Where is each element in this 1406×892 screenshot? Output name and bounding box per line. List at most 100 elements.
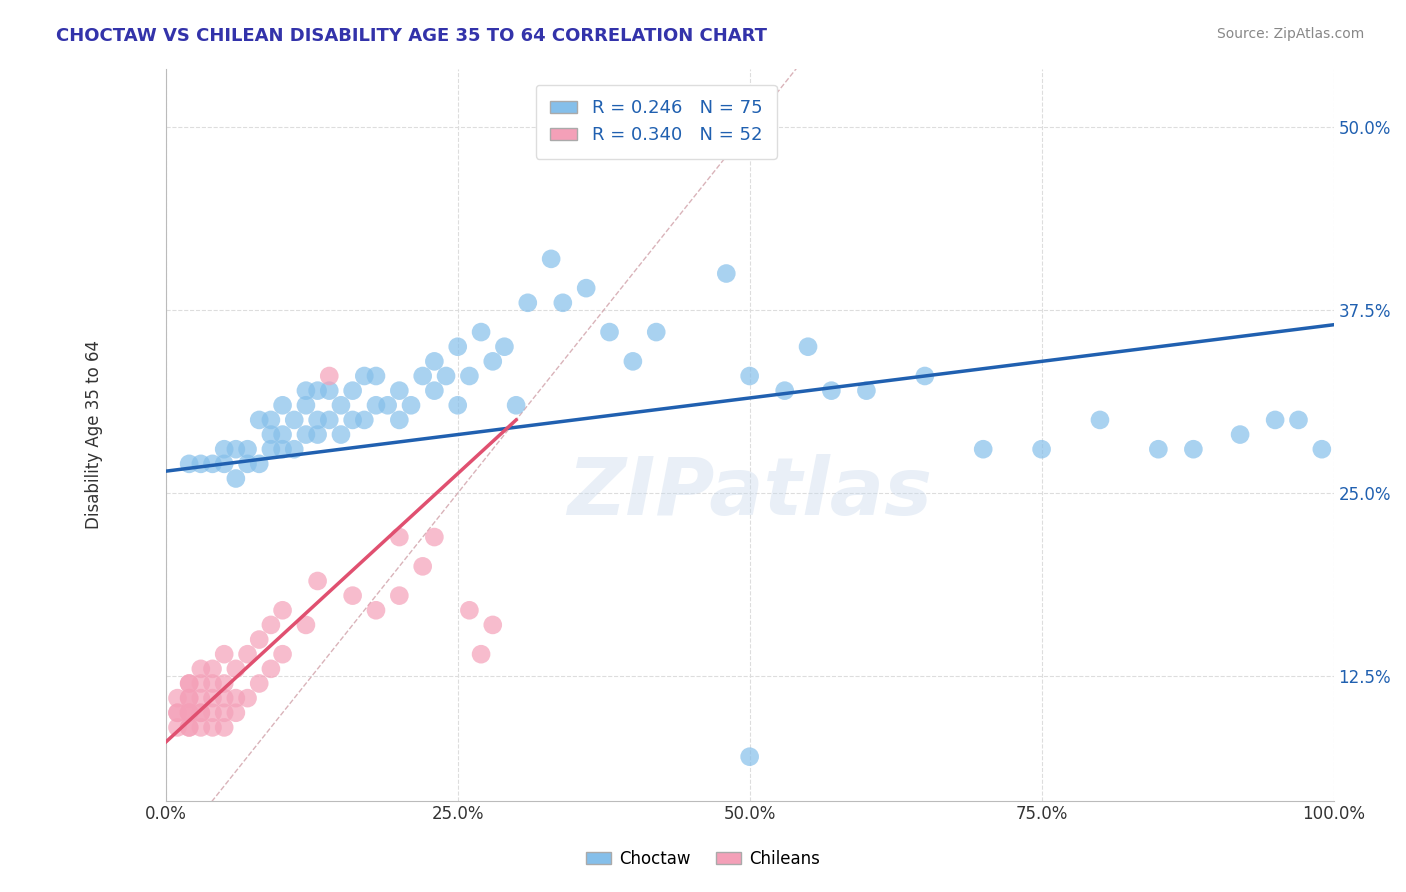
Point: [201, 691, 224, 706]
Point: [201, 676, 224, 690]
Point: [179, 457, 201, 471]
Point: [342, 413, 364, 427]
Point: [295, 427, 318, 442]
Point: [260, 662, 283, 676]
Point: [458, 603, 481, 617]
Point: [307, 413, 329, 427]
Point: [738, 749, 761, 764]
Point: [773, 384, 796, 398]
Point: [271, 427, 294, 442]
Point: [307, 427, 329, 442]
Point: [201, 457, 224, 471]
Point: [295, 618, 318, 632]
Point: [295, 384, 318, 398]
Point: [330, 427, 353, 442]
Point: [516, 295, 538, 310]
Point: [540, 252, 562, 266]
Point: [212, 691, 235, 706]
Point: [225, 442, 247, 457]
Point: [247, 632, 270, 647]
Point: [307, 574, 329, 588]
Point: [190, 691, 212, 706]
Point: [260, 413, 283, 427]
Point: [330, 398, 353, 412]
Point: [364, 369, 387, 384]
Point: [190, 662, 212, 676]
Point: [1264, 413, 1286, 427]
Point: [494, 340, 516, 354]
Point: [575, 281, 598, 295]
Point: [179, 720, 201, 734]
Point: [412, 369, 434, 384]
Point: [271, 603, 294, 617]
Point: [190, 706, 212, 720]
Point: [481, 618, 503, 632]
Point: [212, 647, 235, 661]
Point: [247, 676, 270, 690]
Point: [738, 369, 761, 384]
Point: [681, 120, 703, 134]
Point: [166, 720, 188, 734]
Point: [190, 676, 212, 690]
Point: [470, 325, 492, 339]
Point: [179, 676, 201, 690]
Text: Source: ZipAtlas.com: Source: ZipAtlas.com: [1216, 27, 1364, 41]
Point: [364, 398, 387, 412]
Point: [551, 295, 574, 310]
Text: ZIPatlas: ZIPatlas: [567, 454, 932, 533]
Point: [1088, 413, 1111, 427]
Point: [353, 369, 375, 384]
Point: [271, 442, 294, 457]
Point: [645, 325, 668, 339]
Point: [1147, 442, 1170, 457]
Point: [1182, 442, 1205, 457]
Point: [388, 530, 411, 544]
Point: [295, 398, 318, 412]
Point: [212, 457, 235, 471]
Point: [412, 559, 434, 574]
Point: [225, 662, 247, 676]
Legend: R = 0.246   N = 75, R = 0.340   N = 52: R = 0.246 N = 75, R = 0.340 N = 52: [536, 85, 776, 159]
Point: [470, 647, 492, 661]
Point: [247, 413, 270, 427]
Point: [225, 691, 247, 706]
Point: [271, 647, 294, 661]
Point: [621, 354, 644, 368]
Point: [481, 354, 503, 368]
Point: [716, 267, 738, 281]
Point: [179, 720, 201, 734]
Point: [399, 398, 422, 412]
Point: [225, 471, 247, 485]
Point: [423, 354, 446, 368]
Point: [190, 457, 212, 471]
Point: [318, 369, 340, 384]
Point: [166, 706, 188, 720]
Point: [1288, 413, 1310, 427]
Point: [179, 676, 201, 690]
Point: [179, 691, 201, 706]
Point: [236, 442, 259, 457]
Point: [1229, 427, 1251, 442]
Point: [260, 442, 283, 457]
Point: [505, 398, 527, 412]
Point: [423, 530, 446, 544]
Point: [201, 720, 224, 734]
Point: [447, 340, 470, 354]
Point: [434, 369, 457, 384]
Point: [247, 457, 270, 471]
Point: [342, 589, 364, 603]
Point: [236, 691, 259, 706]
Point: [797, 340, 820, 354]
Point: [423, 384, 446, 398]
Point: [179, 691, 201, 706]
Legend: Choctaw, Chileans: Choctaw, Chileans: [579, 844, 827, 875]
Point: [342, 384, 364, 398]
Point: [225, 706, 247, 720]
Point: [236, 647, 259, 661]
Point: [1031, 442, 1053, 457]
Point: [260, 427, 283, 442]
Point: [236, 457, 259, 471]
Point: [179, 706, 201, 720]
Point: [820, 384, 842, 398]
Point: [599, 325, 621, 339]
